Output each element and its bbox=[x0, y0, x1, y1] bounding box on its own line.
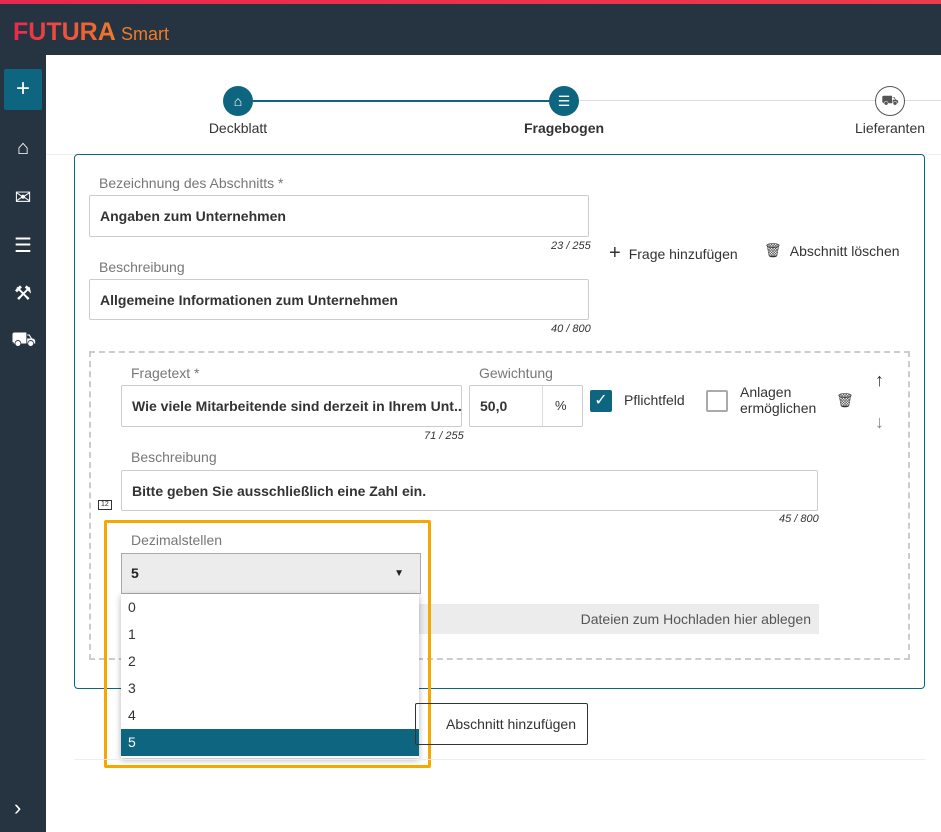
top-accent-bar bbox=[0, 0, 941, 4]
step-lieferanten[interactable]: Lieferanten bbox=[854, 120, 926, 136]
plus-icon: + bbox=[609, 242, 621, 264]
brand-logo: FUTURA bbox=[13, 18, 116, 46]
question-text-count: 71 / 255 bbox=[424, 430, 464, 442]
attachments-checkbox[interactable] bbox=[706, 390, 728, 412]
question-block bbox=[89, 351, 910, 660]
section-title-label: Bezeichnung des Abschnitts * bbox=[99, 175, 284, 191]
add-question-label: Frage hinzufügen bbox=[628, 245, 738, 262]
section-desc-input[interactable]: Allgemeine Informationen zum Unternehmen bbox=[89, 279, 589, 320]
weight-input[interactable]: 50,0% bbox=[469, 385, 583, 427]
decimals-option-selected[interactable]: 5 bbox=[121, 729, 419, 756]
decimals-label: Dezimalstellen bbox=[131, 532, 223, 548]
caret-down-icon: ▼ bbox=[394, 568, 404, 579]
number-type-icon: 12 bbox=[98, 500, 112, 510]
offer-mail-icon[interactable]: ✉ bbox=[14, 187, 32, 209]
question-desc-count: 45 / 800 bbox=[779, 513, 819, 525]
decimals-option[interactable]: 4 bbox=[128, 707, 136, 723]
question-desc-input[interactable]: Bitte geben Sie ausschließlich eine Zahl… bbox=[121, 470, 818, 511]
highlight-frame bbox=[104, 520, 431, 768]
question-text-input[interactable]: Wie viele Mitarbeitende sind derzeit in … bbox=[121, 385, 462, 427]
required-checkbox[interactable]: ✓ bbox=[590, 390, 612, 412]
step-lieferanten-truck-icon[interactable]: ⛟ bbox=[875, 86, 905, 116]
add-section-button[interactable]: Abschnitt hinzufügen bbox=[415, 703, 588, 745]
app-header: FUTURA Smart bbox=[0, 4, 941, 55]
attachments-label: Anlagen ermöglichen bbox=[740, 384, 817, 416]
add-section-label: Abschnitt hinzufügen bbox=[446, 716, 576, 732]
decimals-option[interactable]: 3 bbox=[128, 680, 136, 696]
add-button[interactable]: + bbox=[4, 69, 42, 110]
decimals-selected: 5 bbox=[131, 565, 139, 581]
decimals-options: 0 1 2 3 4 5 bbox=[121, 594, 419, 758]
decimals-option[interactable]: 1 bbox=[128, 626, 136, 642]
step-fragebogen-list-icon[interactable]: ☰ bbox=[549, 86, 579, 116]
step-deckblatt[interactable]: Deckblatt bbox=[208, 120, 268, 136]
weight-label: Gewichtung bbox=[479, 365, 553, 381]
move-down-arrow-icon[interactable]: ↓ bbox=[875, 412, 884, 432]
add-question-button[interactable]: + Frage hinzufügen bbox=[609, 242, 738, 265]
step-fragebogen[interactable]: Fragebogen bbox=[523, 120, 605, 136]
decimals-option[interactable]: 0 bbox=[128, 599, 136, 615]
stepper: ⌂ Deckblatt ☰ Fragebogen ⛟ Lieferanten bbox=[46, 55, 941, 155]
question-text-label: Fragetext * bbox=[131, 365, 200, 381]
delete-question-trash-icon[interactable]: 🗑 bbox=[836, 392, 854, 408]
truck-icon[interactable]: ⛟ bbox=[11, 329, 37, 351]
section-card bbox=[74, 154, 925, 689]
weight-unit: % bbox=[542, 386, 567, 426]
gavel-icon[interactable]: ⚒ bbox=[14, 283, 32, 305]
weight-value: 50,0 bbox=[480, 398, 508, 414]
section-desc-count: 40 / 800 bbox=[551, 323, 591, 335]
divider bbox=[74, 759, 925, 760]
decimals-option[interactable]: 2 bbox=[128, 653, 136, 669]
sidebar: + ⌂ ✉ ☰ ⚒ ⛟ › bbox=[0, 55, 46, 832]
brand-sub: Smart bbox=[121, 24, 170, 44]
required-label: Pflichtfeld bbox=[624, 392, 685, 408]
delete-section-button[interactable]: 🗑 Abschnitt löschen bbox=[764, 242, 900, 259]
question-desc-label: Beschreibung bbox=[131, 449, 217, 465]
move-up-arrow-icon[interactable]: ↑ bbox=[875, 370, 884, 390]
home-icon[interactable]: ⌂ bbox=[16, 137, 30, 159]
checklist-icon[interactable]: ☰ bbox=[14, 235, 32, 257]
step-deckblatt-home-icon[interactable]: ⌂ bbox=[223, 86, 253, 116]
delete-section-label: Abschnitt löschen bbox=[789, 242, 900, 259]
trash-icon: 🗑 bbox=[764, 242, 782, 258]
section-title-count: 23 / 255 bbox=[551, 240, 591, 252]
decimals-select[interactable]: 5 ▼ bbox=[121, 553, 421, 594]
section-title-input[interactable]: Angaben zum Unternehmen bbox=[89, 195, 589, 237]
expand-chevron-icon[interactable]: › bbox=[14, 795, 22, 820]
section-desc-label: Beschreibung bbox=[99, 259, 185, 275]
